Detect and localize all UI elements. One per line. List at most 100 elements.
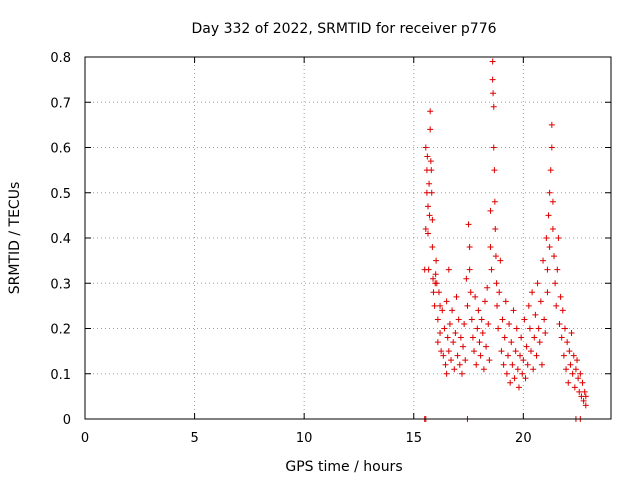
data-point: [479, 330, 486, 337]
data-point: [570, 352, 577, 359]
data-point: [485, 320, 492, 327]
data-point: [544, 289, 551, 296]
data-point: [462, 357, 469, 364]
data-point: [430, 275, 437, 282]
data-point: [532, 311, 539, 318]
data-point: [538, 361, 545, 368]
data-point: [427, 158, 434, 165]
y-tick-label: 0.4: [50, 232, 71, 247]
x-tick-label: 20: [515, 431, 532, 446]
data-point: [523, 343, 530, 350]
data-point: [437, 330, 444, 337]
data-point: [456, 361, 463, 368]
data-point: [569, 370, 576, 377]
data-point: [582, 402, 589, 409]
data-point: [458, 370, 465, 377]
data-point: [547, 167, 554, 174]
data-point: [495, 325, 502, 332]
data-point: [501, 334, 508, 341]
data-point: [580, 397, 587, 404]
data-point: [574, 357, 581, 364]
data-point: [540, 257, 547, 264]
data-point: [490, 144, 497, 151]
data-point: [546, 189, 553, 196]
data-point: [536, 339, 543, 346]
data-point: [511, 375, 518, 382]
data-point: [468, 316, 475, 323]
data-point: [563, 366, 570, 373]
data-point: [493, 280, 500, 287]
data-point: [439, 307, 446, 314]
data-point: [454, 352, 461, 359]
data-point: [576, 388, 583, 395]
data-point: [544, 266, 551, 273]
data-point: [582, 393, 589, 400]
data-point: [499, 316, 506, 323]
data-point: [520, 357, 527, 364]
data-point: [477, 352, 484, 359]
x-tick-label: 5: [190, 431, 198, 446]
data-point: [433, 280, 440, 287]
data-point: [529, 289, 536, 296]
data-point: [542, 330, 549, 337]
data-point: [448, 357, 455, 364]
data-point: [455, 316, 462, 323]
data-point: [433, 257, 440, 264]
data-point: [445, 266, 452, 273]
data-point: [446, 320, 453, 327]
data-point: [430, 289, 437, 296]
y-tick-label: 0.2: [50, 323, 71, 338]
data-point: [471, 348, 478, 355]
data-point: [426, 180, 433, 187]
data-point: [526, 325, 533, 332]
data-point: [429, 216, 436, 223]
data-point: [491, 167, 498, 174]
data-point: [554, 266, 561, 273]
data-point: [541, 316, 548, 323]
data-point: [519, 370, 526, 377]
x-axis-label: GPS time / hours: [285, 459, 402, 475]
data-point: [566, 348, 573, 355]
data-point: [489, 76, 496, 83]
data-point: [487, 244, 494, 251]
data-point: [483, 343, 490, 350]
data-point: [509, 361, 516, 368]
data-point: [552, 280, 559, 287]
data-point: [535, 325, 542, 332]
x-tick-label: 0: [81, 431, 89, 446]
data-point: [568, 330, 575, 337]
data-point: [424, 153, 431, 160]
data-point: [445, 348, 452, 355]
data-point: [513, 325, 520, 332]
data-point: [428, 189, 435, 196]
data-point: [429, 244, 436, 251]
data-point: [549, 225, 556, 232]
data-point: [452, 330, 459, 337]
data-point: [457, 334, 464, 341]
data-point: [484, 284, 491, 291]
data-point: [478, 316, 485, 323]
data-point: [473, 361, 480, 368]
data-point: [438, 348, 445, 355]
data-point: [469, 334, 476, 341]
y-axis-label: SRMTID / TECUs: [7, 182, 23, 295]
data-point: [476, 339, 483, 346]
data-point: [434, 316, 441, 323]
data-point: [492, 253, 499, 260]
data-point: [424, 230, 431, 237]
data-point: [534, 280, 541, 287]
data-points: [421, 58, 589, 422]
data-point: [555, 235, 562, 241]
data-point: [460, 343, 467, 350]
data-point: [444, 334, 451, 341]
data-point: [514, 366, 521, 373]
data-point: [521, 316, 528, 323]
data-point: [553, 302, 560, 309]
data-point: [548, 144, 555, 151]
data-point: [531, 334, 538, 341]
data-point: [545, 212, 552, 219]
data-point: [579, 379, 586, 386]
data-point: [431, 302, 438, 309]
data-point: [490, 103, 497, 110]
data-point: [450, 339, 457, 346]
